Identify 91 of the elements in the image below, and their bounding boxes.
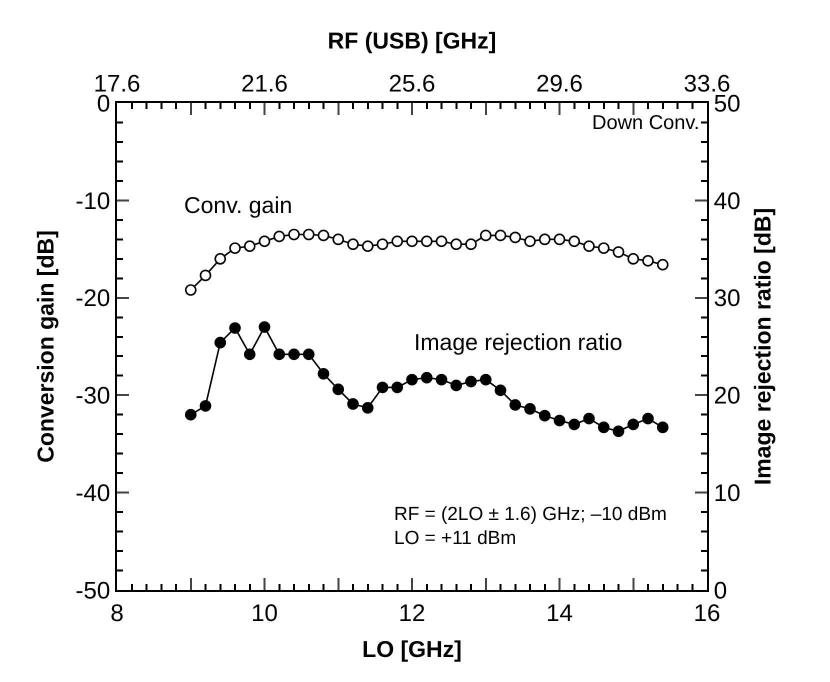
point	[524, 236, 536, 248]
x-tick-label: 10	[251, 600, 278, 627]
point	[465, 376, 477, 388]
point	[598, 242, 610, 254]
point	[583, 240, 595, 252]
point	[480, 374, 492, 386]
y2-tick-label: 40	[714, 188, 741, 215]
point	[391, 236, 404, 248]
point	[391, 382, 404, 394]
point	[244, 240, 256, 252]
point	[509, 399, 522, 411]
point	[214, 253, 226, 265]
point	[524, 403, 536, 415]
y2-axis-title: Image rejection ratio [dB]	[750, 208, 776, 486]
x2-tick-label: 25.6	[388, 70, 436, 98]
point	[598, 422, 610, 434]
point	[302, 348, 315, 360]
point	[332, 234, 344, 246]
annotation: Conv. gain	[184, 192, 292, 218]
y2-tick-label: 30	[714, 285, 741, 312]
point	[612, 246, 624, 258]
y-tick-label: -40	[76, 480, 110, 507]
point	[347, 398, 359, 410]
point	[302, 228, 315, 240]
point	[538, 410, 551, 422]
point	[184, 408, 197, 420]
x-tick-label: 12	[398, 600, 426, 627]
x-axis-title: LO [GHz]	[362, 636, 462, 662]
point	[406, 236, 418, 248]
point	[450, 380, 462, 392]
point	[656, 422, 669, 434]
y2-tick-label: 20	[714, 382, 741, 410]
point	[273, 348, 286, 360]
point	[642, 412, 654, 424]
annotation: Down Conv.	[592, 112, 700, 134]
point	[184, 284, 197, 296]
point	[494, 384, 506, 396]
point	[229, 242, 241, 254]
point	[538, 234, 551, 246]
y-tick-label: -10	[76, 188, 110, 215]
point	[376, 238, 388, 250]
point	[406, 374, 418, 386]
point	[568, 418, 580, 430]
x-tick-label: 8	[110, 600, 124, 627]
point	[554, 234, 566, 246]
point	[214, 336, 226, 348]
point	[258, 236, 270, 248]
point	[436, 236, 448, 248]
point	[420, 236, 433, 248]
point	[229, 322, 241, 334]
point	[627, 418, 640, 430]
point	[627, 253, 640, 265]
point	[200, 270, 212, 282]
point	[494, 230, 506, 242]
point	[273, 230, 286, 242]
point	[568, 236, 580, 248]
point	[362, 240, 374, 252]
point	[318, 230, 330, 242]
y-tick-label: -30	[76, 382, 110, 410]
x2-tick-label: 21.6	[241, 70, 288, 98]
y2-tick-label: 10	[714, 480, 741, 507]
point	[288, 228, 300, 240]
x2-axis-title: RF (USB) [GHz]	[328, 27, 496, 54]
annotation: Image rejection ratio	[414, 329, 622, 355]
point	[656, 258, 669, 270]
annotation: RF = (2LO ± 1.6) GHz; –10 dBm	[394, 504, 667, 525]
point	[642, 254, 654, 267]
point	[332, 384, 344, 396]
y-tick-label: -50	[76, 577, 110, 604]
point	[554, 414, 566, 426]
x-tick-label: 14	[546, 600, 573, 627]
point	[450, 238, 462, 250]
x2-tick-label: 29.6	[536, 70, 583, 98]
annotation: LO = +11 dBm	[394, 528, 516, 549]
y-axis-title: Conversion gain [dB]	[32, 230, 58, 463]
point	[583, 412, 595, 424]
point	[509, 232, 522, 244]
point	[465, 238, 477, 250]
point	[612, 425, 624, 438]
point	[258, 321, 270, 333]
point	[288, 348, 300, 360]
point	[318, 368, 330, 380]
point	[200, 400, 212, 412]
point	[420, 372, 433, 384]
point	[436, 374, 448, 386]
point	[376, 382, 388, 394]
point	[347, 238, 359, 250]
y-tick-label: -20	[76, 285, 110, 312]
point	[480, 230, 492, 242]
point	[362, 402, 374, 414]
point	[244, 348, 256, 360]
